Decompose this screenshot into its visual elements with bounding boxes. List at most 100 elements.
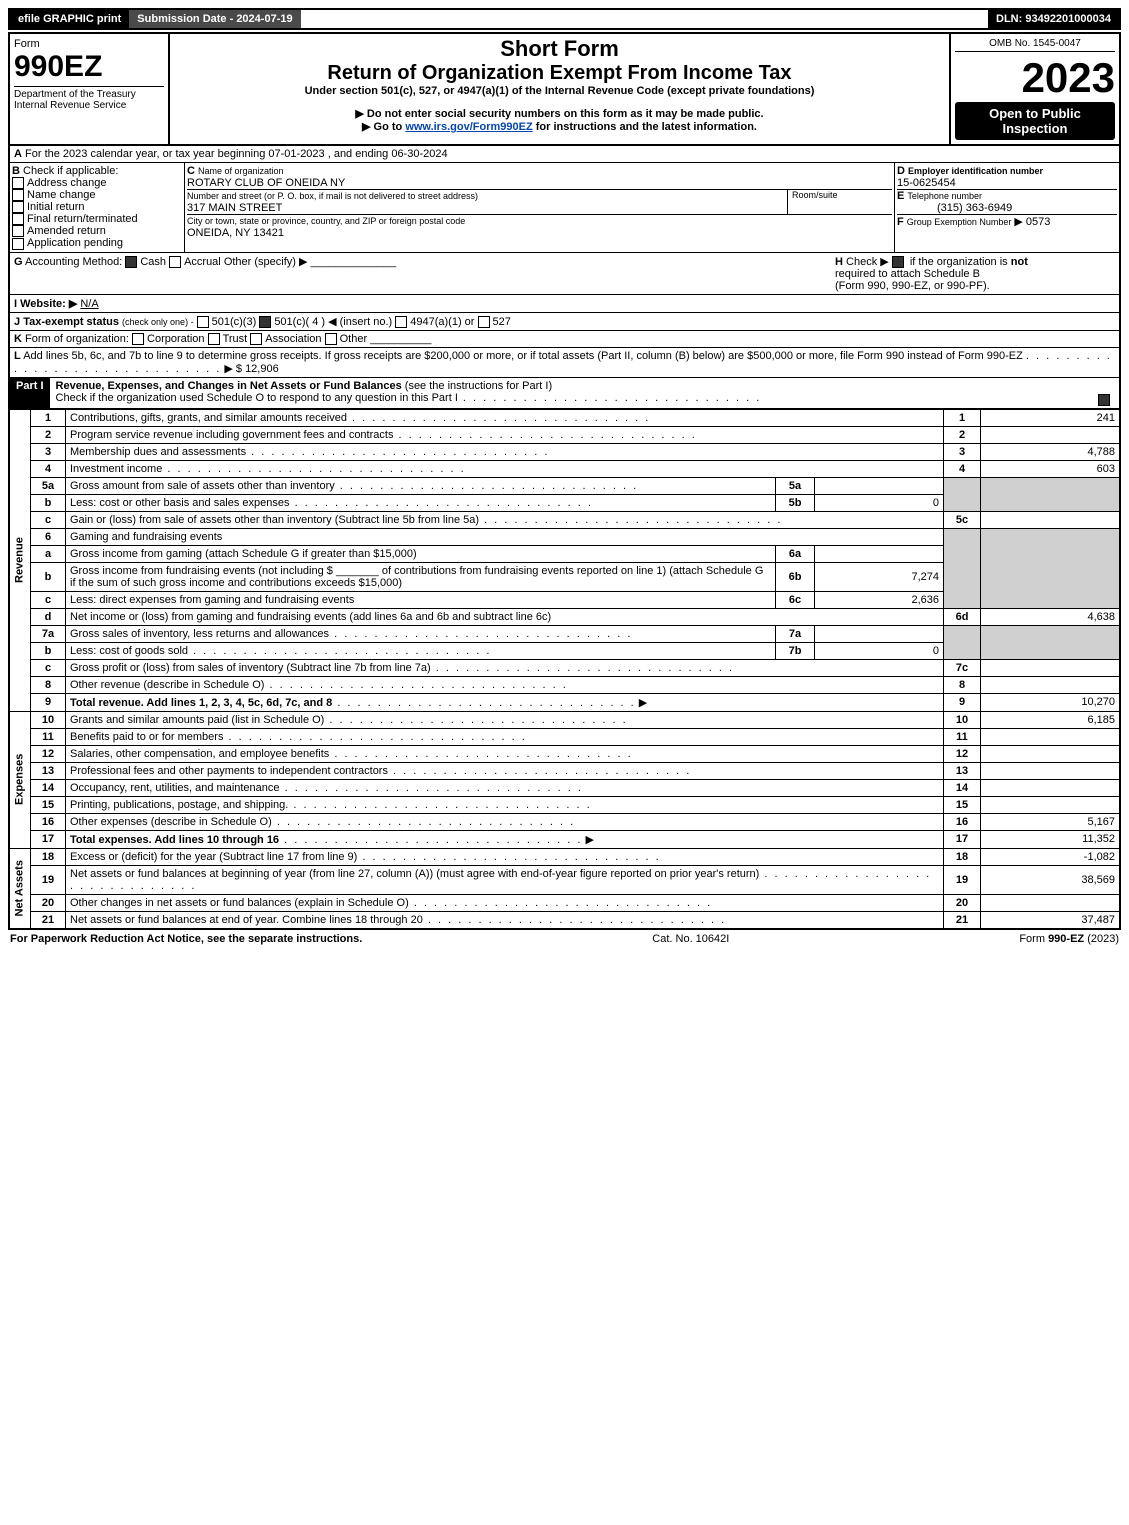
cb-501c3[interactable] [197, 316, 209, 328]
ln-3: 3 [31, 443, 66, 460]
tel-lbl: Telephone number [907, 191, 982, 201]
ln-11: 11 [31, 728, 66, 745]
cb-address-change[interactable] [12, 177, 24, 189]
amt-19: 38,569 [981, 865, 1121, 894]
amt-16: 5,167 [981, 813, 1121, 830]
ln-15: 15 [31, 796, 66, 813]
cb-k-other[interactable] [325, 333, 337, 345]
cb-accrual[interactable] [169, 256, 181, 268]
amt-5c [981, 511, 1121, 528]
ld-14: Occupancy, rent, utilities, and maintena… [70, 782, 280, 794]
ein: 15-0625454 [897, 177, 956, 189]
b-opt-pending: Application pending [27, 237, 123, 249]
ssn-warning: Do not enter social security numbers on … [367, 108, 764, 120]
ln-4: 4 [31, 460, 66, 477]
j-o4: 527 [493, 316, 511, 328]
h-t1: Check ▶ [846, 256, 889, 268]
cb-527[interactable] [478, 316, 490, 328]
ld-21: Net assets or fund balances at end of ye… [70, 914, 423, 926]
nc-3: 3 [944, 443, 981, 460]
cb-schedule-b[interactable] [892, 256, 904, 268]
cb-final-return[interactable] [12, 213, 24, 225]
ld-16: Other expenses (describe in Schedule O) [70, 816, 272, 828]
ld-18: Excess or (deficit) for the year (Subtra… [70, 851, 357, 863]
cb-501c[interactable] [259, 316, 271, 328]
form-number: 990EZ [14, 50, 164, 84]
amt-6d: 4,638 [981, 608, 1121, 625]
g-acct: Accounting Method: [25, 256, 122, 268]
cb-name-change[interactable] [12, 189, 24, 201]
ld-9: Total revenue. Add lines 1, 2, 3, 4, 5c,… [70, 697, 332, 709]
part1-title: Revenue, Expenses, and Changes in Net As… [56, 380, 402, 392]
org-name: ROTARY CLUB OF ONEIDA NY [187, 177, 345, 189]
g-accrual: Accrual [184, 256, 221, 268]
cb-trust[interactable] [208, 333, 220, 345]
part1-hdr: Part I [10, 378, 50, 408]
ld-2: Program service revenue including govern… [70, 429, 393, 441]
sn-6b: 6b [776, 562, 815, 591]
sv-7a [815, 625, 944, 642]
ld-20: Other changes in net assets or fund bala… [70, 897, 409, 909]
ln-10: 10 [31, 711, 66, 728]
cb-corp[interactable] [132, 333, 144, 345]
cb-cash[interactable] [125, 256, 137, 268]
efile-print-button[interactable]: efile GRAPHIC print [10, 10, 129, 28]
footer-cat: Cat. No. 10642I [652, 933, 729, 945]
ld-7a: Gross sales of inventory, less returns a… [70, 628, 329, 640]
ld-5b: Less: cost or other basis and sales expe… [70, 497, 290, 509]
j-o1: 501(c)(3) [212, 316, 257, 328]
form-header: Form 990EZ Department of the Treasury In… [8, 32, 1121, 146]
amt-14 [981, 779, 1121, 796]
irs-link[interactable]: www.irs.gov/Form990EZ [405, 121, 532, 133]
label-h: H [835, 256, 843, 268]
b-check: Check if applicable: [23, 165, 118, 177]
cb-assoc[interactable] [250, 333, 262, 345]
b-opt-amended: Amended return [27, 225, 106, 237]
nc-11: 11 [944, 728, 981, 745]
revenue-side: Revenue [9, 409, 31, 711]
ld-3: Membership dues and assessments [70, 446, 246, 458]
ln-13: 13 [31, 762, 66, 779]
nc-21: 21 [944, 911, 981, 929]
nc-19: 19 [944, 865, 981, 894]
j-te-note: (check only one) - [122, 317, 194, 327]
line-k: K Form of organization: Corporation Trus… [8, 331, 1121, 348]
line-a-text: For the 2023 calendar year, or tax year … [25, 148, 448, 160]
label-c: C [187, 165, 195, 177]
label-b: B [12, 165, 20, 177]
nc-15: 15 [944, 796, 981, 813]
ld-5a: Gross amount from sale of assets other t… [70, 480, 335, 492]
k-form-org: Form of organization: [25, 333, 129, 345]
nc-16: 16 [944, 813, 981, 830]
sn-7a: 7a [776, 625, 815, 642]
ld-11: Benefits paid to or for members [70, 731, 223, 743]
nc-17: 17 [944, 830, 981, 848]
open-public-inspection: Open to Public Inspection [955, 102, 1115, 140]
cb-application-pending[interactable] [12, 238, 24, 250]
ln-7b: b [31, 642, 66, 659]
ln-5c: c [31, 511, 66, 528]
cb-amended-return[interactable] [12, 225, 24, 237]
nc-10: 10 [944, 711, 981, 728]
nc-8: 8 [944, 676, 981, 693]
ld-10: Grants and similar amounts paid (list in… [70, 714, 324, 726]
sn-7b: 7b [776, 642, 815, 659]
submission-date: Submission Date - 2024-07-19 [129, 10, 300, 28]
cb-initial-return[interactable] [12, 201, 24, 213]
h-not: not [1011, 256, 1028, 268]
topbar: efile GRAPHIC print Submission Date - 20… [8, 8, 1121, 30]
cb-4947[interactable] [395, 316, 407, 328]
ld-1: Contributions, gifts, grants, and simila… [70, 412, 347, 424]
ln-18: 18 [31, 848, 66, 865]
h-t3: required to attach Schedule B [835, 268, 980, 280]
footer-pre: Form [1019, 933, 1048, 945]
h-t2: if the organization is [910, 256, 1008, 268]
goto-post: for instructions and the latest informat… [533, 121, 757, 133]
footer-post: (2023) [1084, 933, 1119, 945]
l-text: Add lines 5b, 6c, and 7b to line 9 to de… [23, 350, 1023, 362]
amt-17: 11,352 [981, 830, 1121, 848]
netassets-side: Net Assets [9, 848, 31, 929]
cb-schedule-o[interactable] [1098, 394, 1110, 406]
line-j: J Tax-exempt status (check only one) - 5… [8, 313, 1121, 331]
sn-6c: 6c [776, 591, 815, 608]
